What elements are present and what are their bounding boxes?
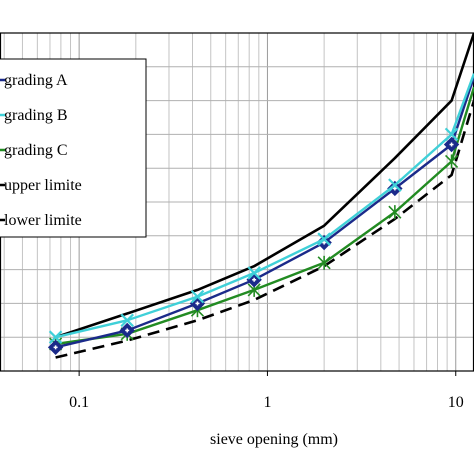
data-point xyxy=(388,205,402,220)
legend-label: grading C xyxy=(4,142,68,159)
data-point-stroke xyxy=(388,178,402,192)
data-point xyxy=(190,289,205,304)
series-line-upper-limite xyxy=(55,32,474,339)
data-point xyxy=(48,330,63,344)
data-point-stroke xyxy=(190,289,205,304)
data-point-stroke xyxy=(48,330,63,344)
legend-label: lower limite xyxy=(4,212,82,229)
legend-entry: grading C xyxy=(0,142,68,159)
data-point-stroke xyxy=(444,127,459,142)
legend: grading A grading B grading C upper limite l… xyxy=(0,58,147,238)
legend-entry: grading B xyxy=(0,107,68,124)
legend-label: upper limite xyxy=(4,177,82,194)
series-line-lower-limite xyxy=(55,100,474,359)
x-tick-label: 10 xyxy=(448,394,464,411)
data-point-stroke xyxy=(120,313,134,328)
data-point xyxy=(444,127,459,142)
data-point xyxy=(444,154,459,169)
data-point-stroke xyxy=(247,266,261,280)
data-point xyxy=(247,266,261,280)
series-line-grading-A xyxy=(55,76,474,349)
x-axis-label: sieve opening (mm) xyxy=(210,431,338,448)
legend-box xyxy=(0,58,147,238)
data-point xyxy=(317,255,331,270)
series-line-grading-B xyxy=(55,73,474,339)
data-point xyxy=(317,232,331,246)
legend-entry: grading A xyxy=(0,72,68,89)
legend-label: grading B xyxy=(4,107,68,124)
series-line-grading-C xyxy=(55,86,474,346)
data-point-stroke xyxy=(317,232,331,246)
legend-label: grading A xyxy=(4,72,68,89)
series-layer xyxy=(47,32,474,359)
legend-entry: upper limite xyxy=(0,177,82,194)
x-tick-label: 1 xyxy=(263,394,271,411)
x-axis-ticks: 0.1 1 10 xyxy=(69,371,464,411)
data-point xyxy=(388,178,402,192)
data-point xyxy=(120,313,134,328)
x-tick-label: 0.1 xyxy=(69,394,89,411)
legend-entry: lower limite xyxy=(0,212,82,229)
